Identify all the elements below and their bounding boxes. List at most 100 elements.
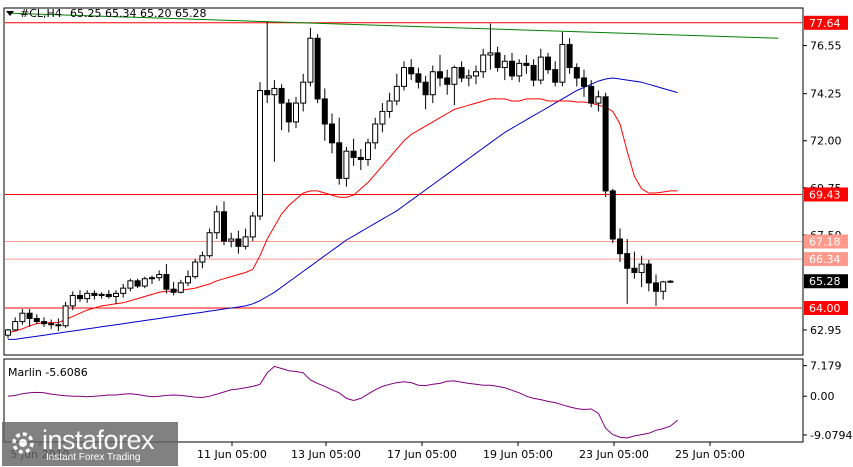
candle [170, 281, 177, 296]
trend-line-segment [7, 12, 779, 39]
candle [185, 270, 191, 287]
candle [645, 259, 652, 292]
candle [5, 328, 11, 339]
candle-body [429, 71, 436, 96]
candle-body [487, 52, 494, 56]
candle-body [185, 276, 191, 284]
candle-body [653, 282, 659, 292]
candle [480, 48, 487, 78]
candle [552, 61, 559, 87]
level-badge [804, 187, 848, 202]
level-badge [804, 301, 848, 315]
moving-averages [7, 77, 678, 340]
candle-body [41, 321, 47, 325]
candle-body [314, 37, 321, 100]
candle [293, 96, 299, 129]
level-label: 67.18 [809, 236, 841, 249]
candle-body [271, 87, 278, 96]
candle-body [480, 54, 487, 73]
candle [401, 61, 407, 91]
level-label: 65.28 [809, 275, 841, 288]
candle-body [631, 267, 638, 273]
candle [55, 318, 62, 331]
time-tick-label: 23 Jun 05:00 [579, 448, 649, 461]
candle [667, 279, 674, 283]
candle-body [379, 110, 386, 125]
indicator-name: Marlin -5.6086 [8, 366, 88, 379]
candle [660, 280, 667, 300]
level-badge [804, 274, 848, 289]
candle-body [465, 75, 472, 79]
menu-triangle-icon[interactable] [6, 11, 14, 16]
candle [141, 276, 148, 289]
candle [602, 92, 609, 198]
time-tick-label: 11 Jun 05:00 [197, 448, 267, 461]
candle-body [105, 293, 112, 297]
candle [638, 255, 645, 288]
candle [307, 27, 314, 87]
candle-body [213, 211, 220, 234]
price-tick-label: 72.00 [810, 135, 842, 148]
candle-body [113, 292, 119, 298]
candle-body [221, 211, 227, 242]
candle-body [98, 293, 105, 296]
candle [437, 55, 443, 87]
candle [26, 309, 33, 327]
candle-body [617, 238, 623, 255]
time-tick-label: 13 Jun 05:00 [291, 448, 361, 461]
candle [516, 59, 523, 83]
level-label: 77.64 [809, 17, 841, 30]
candle-body [156, 274, 163, 279]
ma-slow-line [8, 77, 678, 340]
candle-body [581, 77, 587, 87]
candle [617, 228, 623, 262]
candles [5, 21, 674, 339]
candle [235, 230, 242, 254]
candle [199, 251, 206, 269]
candle [609, 188, 616, 244]
ma-fast-line [7, 98, 678, 334]
candle [192, 258, 199, 279]
candle [444, 69, 451, 95]
candle-body [588, 85, 595, 104]
indicator-tick-label: -9.0794 [810, 429, 852, 442]
candle-body [401, 67, 407, 87]
candle [422, 75, 429, 110]
candle-body [530, 64, 537, 81]
candle [19, 309, 26, 325]
candle-body [69, 294, 76, 307]
candle-body [422, 81, 429, 96]
candle [300, 73, 307, 112]
candle [62, 301, 69, 328]
price-tick-label: 76.55 [810, 40, 842, 53]
oscillator [7, 365, 678, 439]
candle [163, 264, 170, 294]
candle [33, 314, 40, 324]
candle [177, 279, 184, 294]
candle [77, 290, 83, 302]
candle [156, 270, 163, 281]
candle-body [350, 150, 357, 158]
candle [487, 23, 494, 70]
candle [653, 274, 659, 306]
candle [393, 73, 400, 106]
candle [386, 92, 393, 118]
candle [631, 251, 638, 279]
candle-body [257, 90, 263, 217]
candle-body [645, 263, 652, 284]
candle [329, 113, 335, 154]
level-badge [804, 15, 848, 30]
price-tick-label: 62.95 [810, 324, 842, 337]
candle-body [451, 67, 458, 85]
candle [530, 59, 537, 87]
candle [379, 103, 386, 133]
candle-body [62, 305, 69, 327]
candle-body [357, 156, 364, 161]
candle-body [33, 317, 40, 323]
candle-body [559, 44, 566, 83]
candle [213, 205, 220, 239]
candle [595, 90, 602, 112]
candle-body [55, 324, 62, 327]
